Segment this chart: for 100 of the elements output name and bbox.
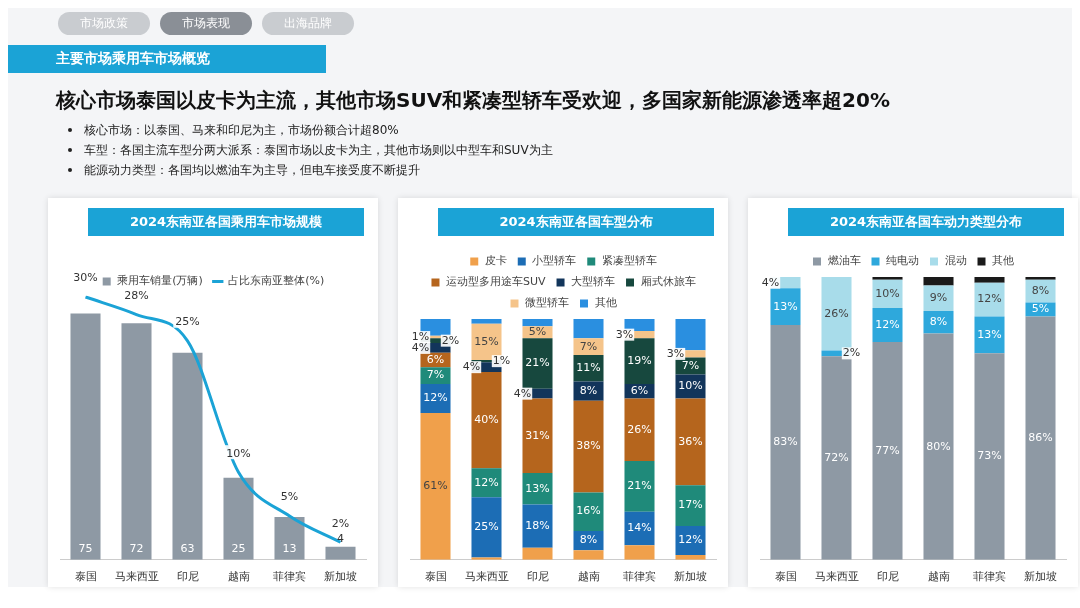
data-label: 12%	[474, 475, 499, 489]
legend-label: 皮卡	[484, 254, 507, 268]
chart-title: 2024东南亚各国车动力类型分布	[788, 208, 1064, 236]
data-label: 5%	[528, 325, 547, 339]
data-label: 8%	[929, 315, 948, 329]
data-label: 80%	[926, 439, 951, 453]
data-label: 6%	[426, 352, 445, 366]
data-label: 2%	[842, 346, 861, 360]
data-label: 13%	[977, 327, 1002, 341]
data-label: 28%	[124, 288, 149, 302]
data-label: 7%	[681, 358, 700, 372]
x-tick-label: 印尼	[176, 570, 199, 584]
data-label: 15%	[474, 334, 499, 348]
data-label: 38%	[576, 439, 601, 453]
data-label: 26%	[824, 306, 849, 320]
data-label: 1%	[411, 329, 430, 343]
legend-label: 其他	[992, 254, 1014, 268]
data-label: 61%	[423, 479, 448, 493]
data-label: 26%	[627, 422, 652, 436]
data-label: 10%	[678, 379, 703, 393]
data-label: 6%	[630, 384, 649, 398]
x-tick-label: 马来西亚	[114, 570, 159, 584]
data-label: 36%	[678, 434, 703, 448]
data-label: 1%	[492, 354, 511, 367]
data-label: 4%	[462, 360, 481, 374]
data-label: 83%	[773, 435, 798, 449]
legend-label: 燃油车	[827, 254, 861, 268]
legend-label: 大型轿车	[571, 275, 616, 289]
data-label: 7%	[579, 339, 598, 353]
text: 核心市场：以泰国、马来和印尼为主，市场份额合计超80%	[84, 122, 399, 139]
data-label: 12%	[875, 317, 900, 331]
data-label: 4%	[411, 340, 430, 354]
x-tick-label: 新加坡	[1024, 570, 1057, 584]
data-label: 4	[337, 532, 344, 546]
legend-label: 占比东南亚整体(%)	[228, 274, 325, 288]
data-label: 12%	[423, 391, 448, 405]
legend-label: 厢式休旅车	[640, 275, 696, 289]
x-tick-label: 印尼	[526, 570, 549, 584]
data-label: 8%	[579, 384, 598, 398]
x-tick-label: 越南	[227, 570, 250, 584]
legend-label: 运动型多用途车SUV	[445, 275, 546, 289]
x-tick-label: 菲律宾	[973, 570, 1006, 584]
legend-label: 微型轿车	[525, 296, 569, 310]
data-label: 8%	[1031, 284, 1050, 297]
data-label: 72	[129, 542, 144, 556]
data-label: 16%	[576, 504, 601, 518]
legend-label: 其他	[594, 296, 617, 310]
data-label: 2%	[441, 333, 460, 347]
text: 能源动力类型：各国均以燃油车为主导，但电车接受度不断提升	[84, 162, 420, 179]
data-label: 19%	[627, 354, 652, 367]
legend-label: 混动	[944, 254, 967, 268]
chart-title: 2024东南亚各国乘用车市场规模	[88, 208, 364, 236]
data-label: 10%	[226, 446, 251, 460]
legend-label: 乘用车销量(万辆)	[117, 274, 203, 288]
data-label: 3%	[666, 346, 685, 360]
legend-label: 小型轿车	[532, 254, 577, 268]
data-label: 13%	[525, 481, 550, 495]
x-tick-label: 新加坡	[324, 570, 357, 584]
data-label: 4%	[761, 275, 780, 289]
text: 主要市场乘用车市场概览	[8, 45, 326, 73]
data-label: 75	[78, 542, 93, 556]
data-label: 13%	[773, 299, 798, 313]
x-tick-label: 印尼	[876, 570, 899, 584]
x-tick-label: 泰国	[424, 570, 447, 584]
data-label: 40%	[474, 413, 499, 426]
text: 车型：各国主流车型分两大派系：泰国市场以皮卡为主，其他市场则以中型车和SUV为主	[84, 142, 553, 159]
x-tick-label: 越南	[927, 570, 950, 584]
data-label: 25	[231, 542, 246, 556]
data-label: 12%	[678, 533, 703, 547]
x-tick-label: 新加坡	[674, 570, 707, 584]
data-label: 4%	[513, 386, 532, 400]
data-label: 14%	[627, 521, 652, 535]
x-tick-label: 马来西亚	[814, 570, 859, 584]
x-tick-label: 马来西亚	[464, 570, 509, 584]
data-label: 31%	[525, 428, 550, 442]
text: 核心市场泰国以皮卡为主流，其他市场SUV和紧凑型轿车受欢迎，多国家新能源渗透率超20%	[54, 87, 891, 114]
data-label: 25%	[175, 315, 200, 329]
legend-label: 纯电动	[886, 254, 919, 268]
data-label: 12%	[977, 292, 1002, 306]
x-tick-label: 菲律宾	[623, 570, 656, 584]
data-label: 2%	[331, 516, 350, 530]
data-label: 18%	[525, 518, 550, 532]
data-label: 5%	[280, 490, 299, 504]
x-tick-label: 菲律宾	[273, 570, 306, 584]
data-label: 13	[282, 542, 297, 556]
data-label: 5%	[1031, 302, 1050, 316]
x-tick-label: 越南	[577, 570, 600, 584]
data-label: 77%	[875, 443, 900, 457]
data-label: 86%	[1028, 431, 1053, 445]
data-label: 17%	[678, 498, 703, 512]
x-tick-label: 泰国	[74, 570, 97, 584]
data-label: 21%	[525, 356, 550, 370]
data-label: 3%	[615, 327, 634, 341]
data-label: 25%	[474, 520, 499, 534]
data-label: 63	[180, 542, 195, 556]
text: 市场表现	[160, 12, 252, 35]
data-label: 11%	[576, 361, 601, 375]
data-label: 8%	[579, 533, 598, 547]
legend-label: 紧凑型轿车	[601, 254, 657, 268]
data-label: 9%	[929, 291, 948, 305]
